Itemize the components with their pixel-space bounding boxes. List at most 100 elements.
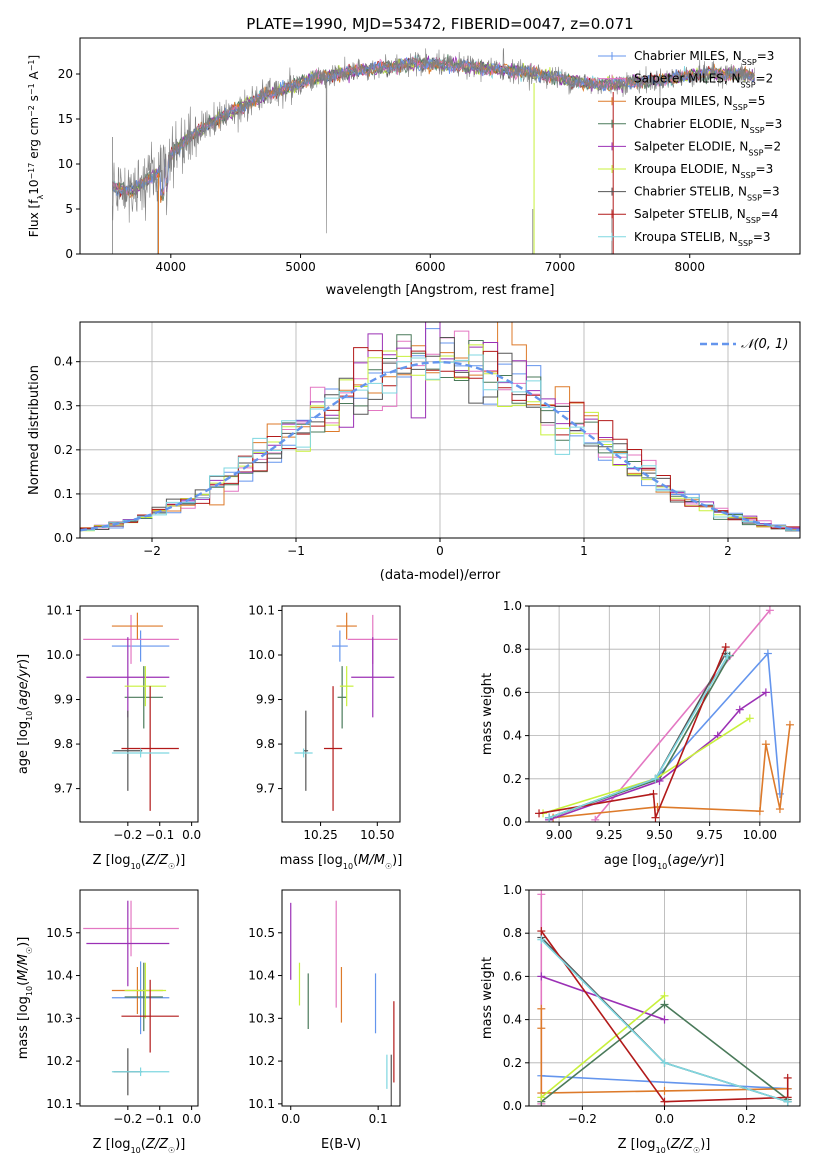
- x-tick-label: 0.0: [182, 1112, 201, 1126]
- y-tick-label: 10.1: [46, 603, 73, 617]
- y-tick-label: 9.7: [54, 782, 73, 796]
- y-tick-label: 10.0: [46, 648, 73, 662]
- x-tick-label: 0.1: [369, 1112, 388, 1126]
- x-tick-label: 9.00: [546, 828, 573, 842]
- series-line: [541, 975, 665, 1021]
- plot-area: [83, 612, 179, 811]
- x-tick-label: −0.2: [113, 828, 142, 842]
- gaussian-curve: [80, 360, 800, 532]
- y-tick-label: 0.8: [503, 926, 522, 940]
- y-tick-label: 0.8: [503, 642, 522, 656]
- axes-frame: [281, 889, 401, 1107]
- x-tick-label: −1: [287, 544, 305, 558]
- model-spectrum-line: [112, 56, 755, 196]
- y-tick-label: 10.1: [248, 603, 275, 617]
- x-axis-label: E(B-V): [321, 1137, 361, 1152]
- x-axis-label: mass [log10(M/M☉)]: [280, 853, 403, 871]
- y-tick-label: 0.0: [54, 531, 73, 545]
- legend-label: Salpeter ELODIE, NSSP=2: [634, 139, 781, 157]
- x-tick-label: 7000: [545, 260, 576, 274]
- x-tick-label: 1: [580, 544, 588, 558]
- x-tick-label: 8000: [674, 260, 705, 274]
- y-tick-label: 10.2: [248, 1054, 275, 1068]
- residual-histogram-panel: −2 −1 0 1 2 0.0 0.1 0.2 0.3 0.4 (data-model)/error…: [27, 321, 801, 583]
- x-tick-label: 2: [724, 544, 732, 558]
- series-line: [548, 655, 731, 819]
- x-axis-label: age [log10(age/yr)]: [604, 853, 724, 871]
- x-tick-label: −0.2: [113, 1112, 142, 1126]
- x-axis-label: (data-model)/error: [380, 568, 501, 583]
- y-axis-label: mass weight: [480, 957, 495, 1039]
- mass-weight-vs-age-panel: 9.00 9.25 9.50 9.75 10.00 0.0 0.2 0.4 0.6 0.8 1.0 m…: [480, 599, 801, 871]
- y-tick-label: 0.4: [503, 1013, 522, 1027]
- y-tick-label: 15: [58, 112, 73, 126]
- y-tick-label: 10.5: [46, 926, 73, 940]
- y-tick-label: 10.4: [248, 969, 275, 983]
- y-tick-label: 1.0: [503, 883, 522, 897]
- age-vs-mass-panel: 10.25 10.50 9.7 9.8 9.9 10.0 10.1 mass [log10(M…: [248, 603, 402, 870]
- axes-frame: [79, 37, 801, 255]
- legend-label: Salpeter MILES, NSSP=2: [634, 72, 773, 90]
- x-axis-label: Z [log10(Z/Z☉)]: [618, 1137, 711, 1155]
- series-line: [538, 646, 727, 819]
- x-tick-label: 9.75: [696, 828, 723, 842]
- plot-area: [290, 900, 395, 1106]
- series-line: [540, 930, 789, 1103]
- plot-area: [80, 322, 800, 534]
- y-tick-label: 20: [58, 67, 73, 81]
- y-tick-label: 10.1: [248, 1097, 275, 1111]
- legend-label: Chabrier STELIB, NSSP=3: [634, 185, 780, 203]
- data-spectrum-line: [112, 48, 755, 234]
- y-tick-label: 0.6: [503, 685, 522, 699]
- y-axis-label: Flux [fλ10−17 erg cm−2 s−1 A−1]: [27, 55, 45, 237]
- x-axis-label: Z [log10(Z/Z☉)]: [93, 853, 186, 871]
- y-tick-label: 10.3: [46, 1011, 73, 1025]
- axes-frame: [528, 605, 801, 823]
- x-tick-label: −0.1: [145, 1112, 174, 1126]
- series-line: [548, 691, 767, 821]
- y-axis-label: mass weight: [480, 673, 495, 755]
- series-line: [553, 724, 791, 819]
- x-tick-label: 5000: [285, 260, 316, 274]
- legend-label: Chabrier ELODIE, NSSP=3: [634, 117, 782, 135]
- y-tick-label: 9.9: [54, 693, 73, 707]
- y-tick-label: 0.6: [503, 969, 522, 983]
- axes-frame: [79, 605, 199, 823]
- x-tick-label: 0.0: [182, 828, 201, 842]
- y-axis-label: age [log10(age/yr)]: [16, 654, 34, 774]
- y-tick-label: 9.9: [256, 693, 275, 707]
- age-vs-metallicity-panel: −0.2 −0.1 0.0 9.7 9.8 9.9 10.0 10.1 Z [log10(Z/Z…: [16, 603, 201, 870]
- series-line: [594, 609, 771, 821]
- legend-label: 𝒩(0, 1): [741, 337, 788, 352]
- legend-label: Kroupa STELIB, NSSP=3: [634, 230, 771, 248]
- spectrum-panel: 4000 5000 6000 7000 8000 0 5 10 15 20 wavelength […: [27, 37, 801, 298]
- y-tick-label: 0.2: [503, 1056, 522, 1070]
- y-tick-label: 0: [65, 247, 73, 261]
- y-tick-label: 0.3: [54, 399, 73, 413]
- y-tick-label: 0.0: [503, 1099, 522, 1113]
- mass-weight-vs-metallicity-panel: −0.2 0.0 0.2 0.0 0.2 0.4 0.6 0.8 1.0 mass weight Z…: [480, 883, 801, 1155]
- x-tick-label: −0.2: [568, 1112, 597, 1126]
- y-tick-label: 0.4: [503, 729, 522, 743]
- y-tick-label: 9.8: [256, 737, 275, 751]
- axes-frame: [281, 605, 401, 823]
- legend-label: Kroupa MILES, NSSP=5: [634, 94, 765, 112]
- x-tick-label: 0.0: [281, 1112, 300, 1126]
- x-tick-label: 10.25: [303, 828, 337, 842]
- x-tick-label: 4000: [156, 260, 187, 274]
- y-tick-label: 9.7: [256, 782, 275, 796]
- x-tick-label: 6000: [415, 260, 446, 274]
- x-tick-label: 0: [436, 544, 444, 558]
- y-tick-label: 9.8: [54, 737, 73, 751]
- y-tick-label: 10.3: [248, 1011, 275, 1025]
- y-tick-label: 0.4: [54, 355, 73, 369]
- series-line: [548, 655, 729, 819]
- y-tick-label: 0.2: [503, 772, 522, 786]
- y-tick-label: 0.0: [503, 815, 522, 829]
- x-tick-label: 9.25: [596, 828, 623, 842]
- plot-area: [535, 606, 794, 822]
- y-axis-label: Normed distribution: [27, 365, 42, 495]
- y-tick-label: 10.2: [46, 1054, 73, 1068]
- mass-vs-ebv-panel: 0.0 0.1 10.1 10.2 10.3 10.4 10.5 E(B-V): [248, 889, 401, 1152]
